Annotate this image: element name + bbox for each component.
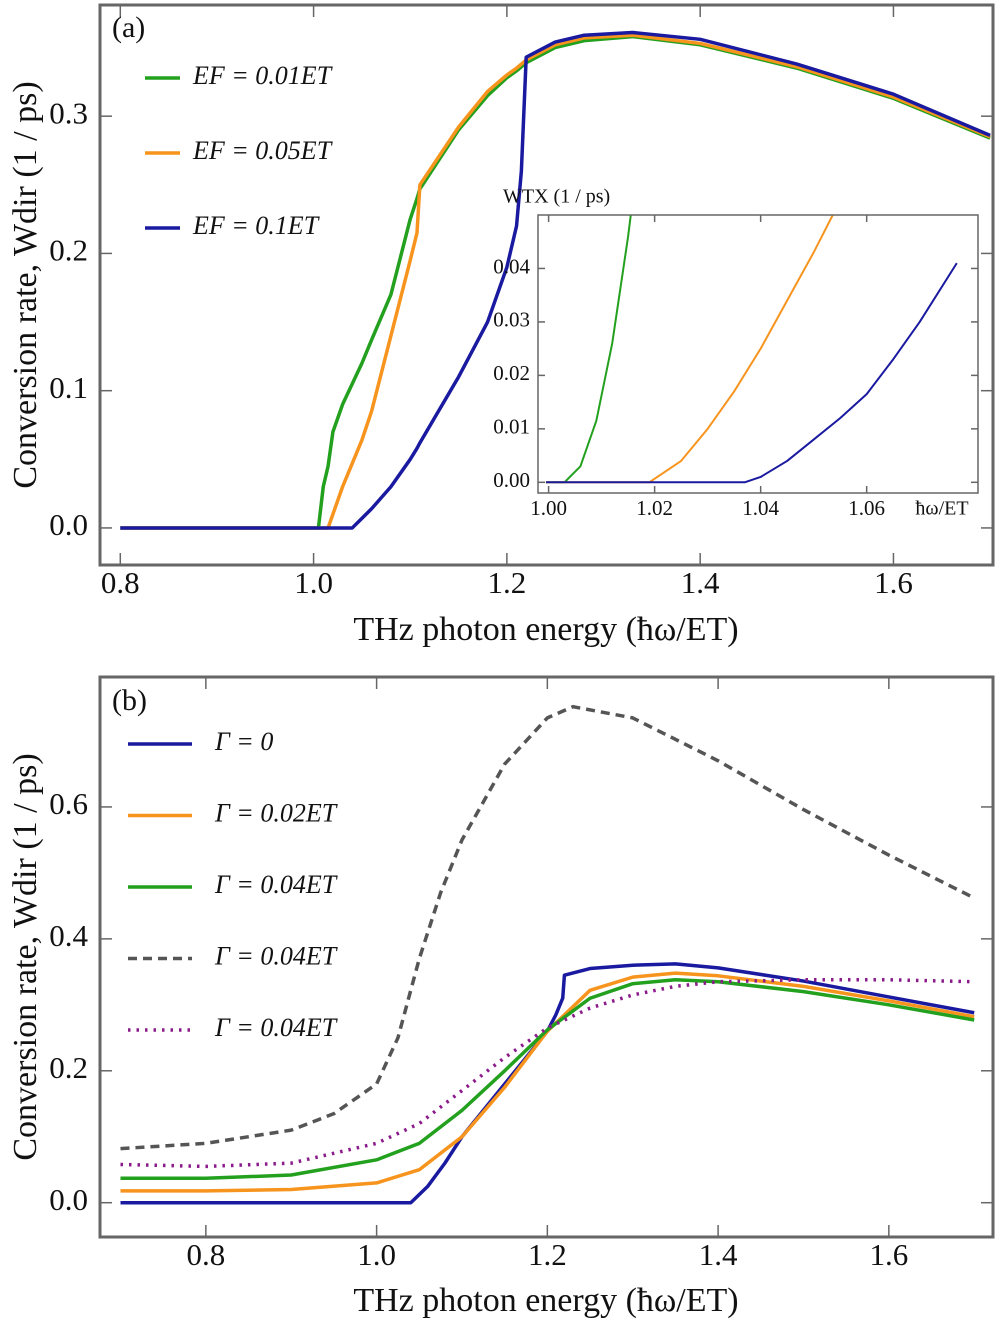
series-line <box>120 704 976 1151</box>
series-line <box>120 962 975 1205</box>
series-line <box>545 262 958 484</box>
plot-frame <box>537 214 979 494</box>
x-tick-label: 0.8 <box>101 565 140 600</box>
legend-label: EF = 0.05ET <box>192 136 333 165</box>
x-tick-label: 1.4 <box>681 565 720 600</box>
series-line <box>545 215 834 484</box>
y-tick-label: 0.02 <box>493 361 530 385</box>
plot-frame <box>98 3 995 567</box>
y-tick-label: 0.4 <box>49 918 88 953</box>
legend-label: EF = 0.01ET <box>192 61 333 90</box>
plot-background <box>100 677 993 1237</box>
series-line <box>120 33 991 530</box>
x-tick-label: 0.8 <box>186 1237 225 1272</box>
x-axis-label: ħω/ET <box>915 498 968 520</box>
x-tick-label: 1.0 <box>294 565 333 600</box>
legend-label: Γ = 0.02ET <box>214 798 338 827</box>
series-line <box>120 30 991 530</box>
x-tick-label: 1.2 <box>488 565 527 600</box>
y-tick-label: 0.2 <box>49 233 88 268</box>
legend-label: Γ = 0.04ET <box>214 870 338 899</box>
y-axis-label: Conversion rate, Wdir (1 / ps) <box>7 753 44 1160</box>
panel-label: (b) <box>112 684 147 717</box>
x-axis-label: THz photon energy (ħω/ET) <box>353 1282 738 1319</box>
x-tick-label: 1.6 <box>874 565 913 600</box>
y-tick-label: 0.2 <box>49 1050 88 1085</box>
series-line <box>120 978 975 1181</box>
legend-label: Γ = 0.04ET <box>214 941 338 970</box>
x-tick-label: 1.0 <box>357 1237 396 1272</box>
y-tick-label: 0.0 <box>49 1182 88 1217</box>
y-tick-label: 0.04 <box>493 254 530 278</box>
y-axis-label: WTX (1 / ps) <box>503 186 610 208</box>
y-tick-label: 0.03 <box>493 308 530 332</box>
x-tick-label: 1.00 <box>530 496 567 520</box>
plot-frame <box>98 675 995 1239</box>
y-tick-label: 0.0 <box>49 507 88 542</box>
x-tick-label: 1.06 <box>848 496 885 520</box>
x-tick-label: 1.2 <box>528 1237 567 1272</box>
y-tick-label: 0.1 <box>49 370 88 405</box>
x-tick-label: 1.02 <box>636 496 673 520</box>
y-tick-label: 0.6 <box>49 786 88 821</box>
y-tick-label: 0.01 <box>493 415 530 439</box>
legend-label: Γ = 0.04ET <box>214 1013 338 1042</box>
y-axis-label: Conversion rate, Wdir (1 / ps) <box>7 81 44 488</box>
legend-label: Γ = 0 <box>214 727 273 756</box>
y-tick-label: 0.00 <box>493 468 530 492</box>
panel-label: (a) <box>112 11 145 44</box>
x-tick-label: 1.6 <box>869 1237 908 1272</box>
x-tick-label: 1.4 <box>699 1237 738 1272</box>
x-axis-label: THz photon energy (ħω/ET) <box>353 611 738 648</box>
x-tick-label: 1.04 <box>742 496 779 520</box>
legend-label: EF = 0.1ET <box>192 211 320 240</box>
y-tick-label: 0.3 <box>49 95 88 130</box>
